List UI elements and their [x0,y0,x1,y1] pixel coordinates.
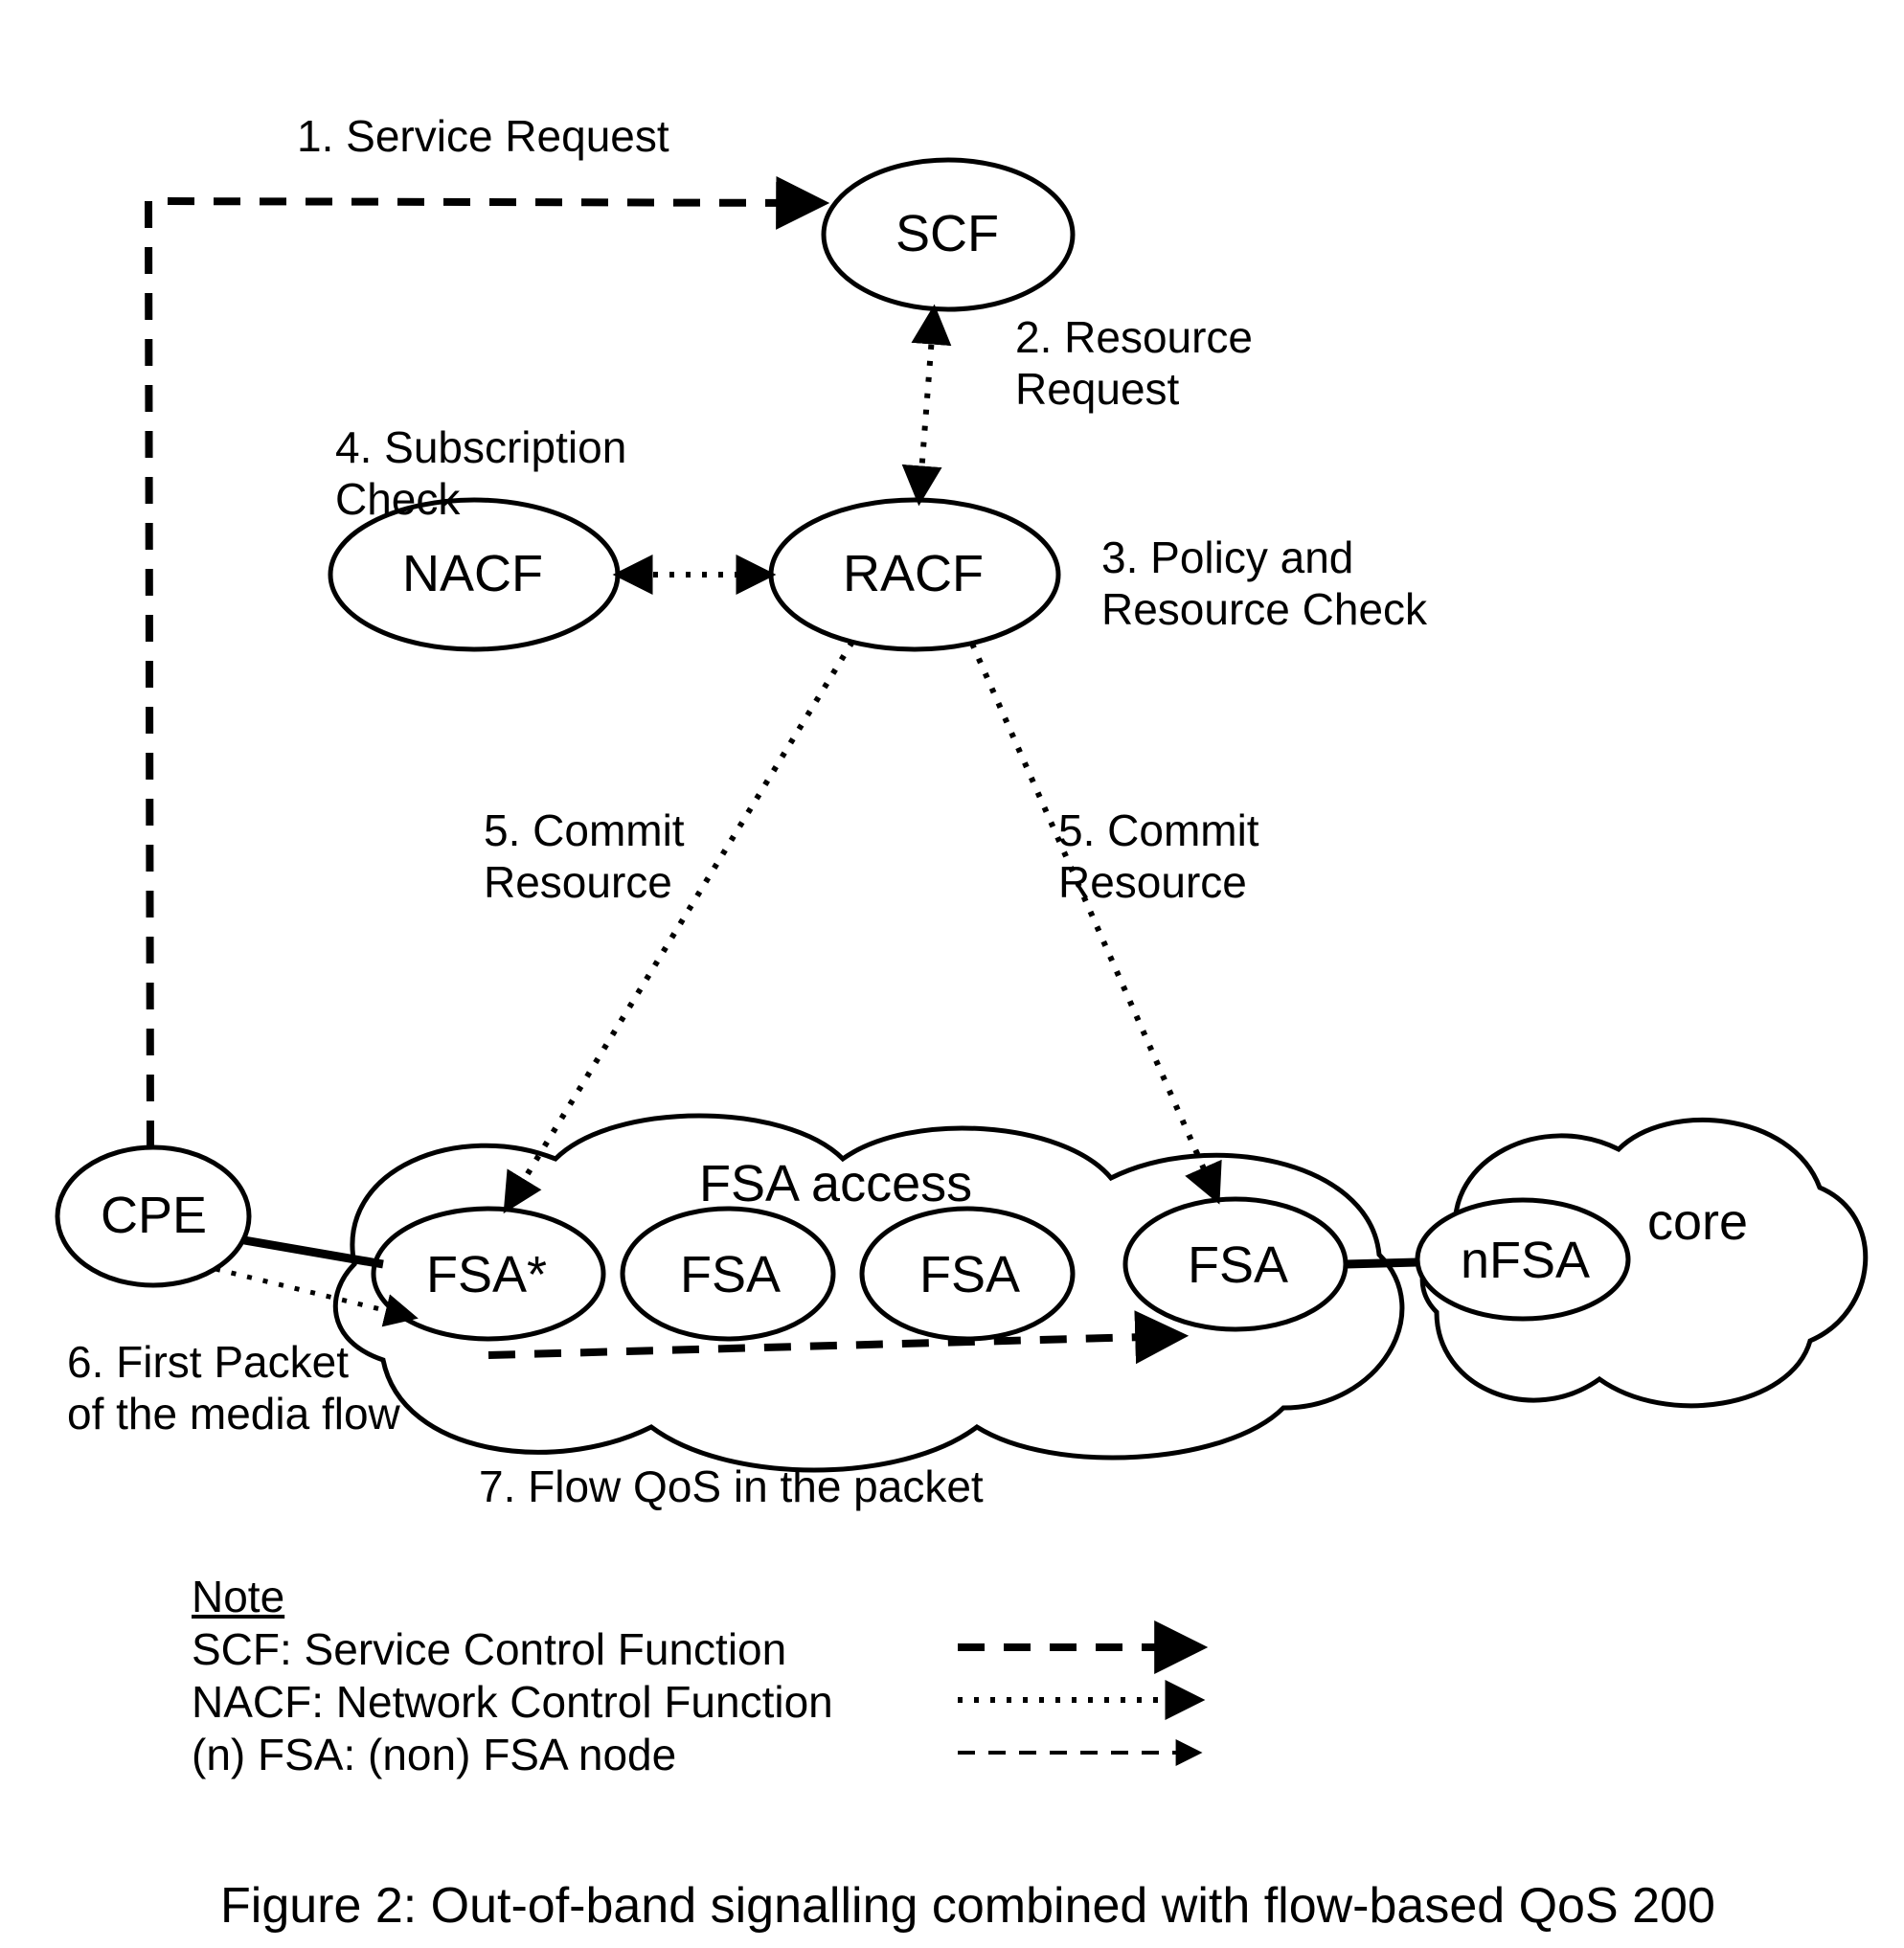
label-fsa3: FSA [919,1245,1020,1304]
link-fsa4-nfsa [1346,1262,1417,1264]
label-nfsa: nFSA [1461,1231,1590,1290]
label-cloud-core: core [1647,1192,1748,1252]
edge-label-5b: 5. Commit Resource [1058,804,1259,908]
label-fsa1: FSA* [426,1245,547,1304]
edge-label-2: 2. Resource Request [1015,311,1253,415]
label-cpe: CPE [101,1186,207,1245]
edge-label-1: 1. Service Request [297,110,669,162]
edge-commit-resource-right [972,644,1216,1197]
legend-line-2: NACF: Network Control Function [192,1676,833,1728]
legend-line-1: SCF: Service Control Function [192,1623,786,1675]
legend-line-3: (n) FSA: (non) FSA node [192,1729,676,1780]
link-cpe-fsa1 [244,1240,383,1264]
edge-commit-resource-left [508,642,852,1207]
legend-title: Note [192,1571,284,1622]
label-racf: RACF [843,544,984,603]
edge-label-4: 4. Subscription Check [335,421,626,525]
label-fsa4: FSA [1188,1235,1288,1295]
edge-label-7: 7. Flow QoS in the packet [479,1461,984,1512]
label-nacf: NACF [402,544,543,603]
edge-label-6: 6. First Packet of the media flow [67,1336,400,1439]
edge-resource-request [919,312,934,498]
figure-caption: Figure 2: Out-of-band signalling combine… [220,1877,1715,1935]
label-fsa2: FSA [680,1245,781,1304]
edge-flow-qos [488,1336,1178,1355]
label-scf: SCF [895,204,999,263]
label-cloud-access: FSA access [699,1154,972,1213]
edge-label-3: 3. Policy and Resource Check [1101,532,1427,635]
edge-service-request [148,201,819,1147]
edge-label-5a: 5. Commit Resource [484,804,685,908]
